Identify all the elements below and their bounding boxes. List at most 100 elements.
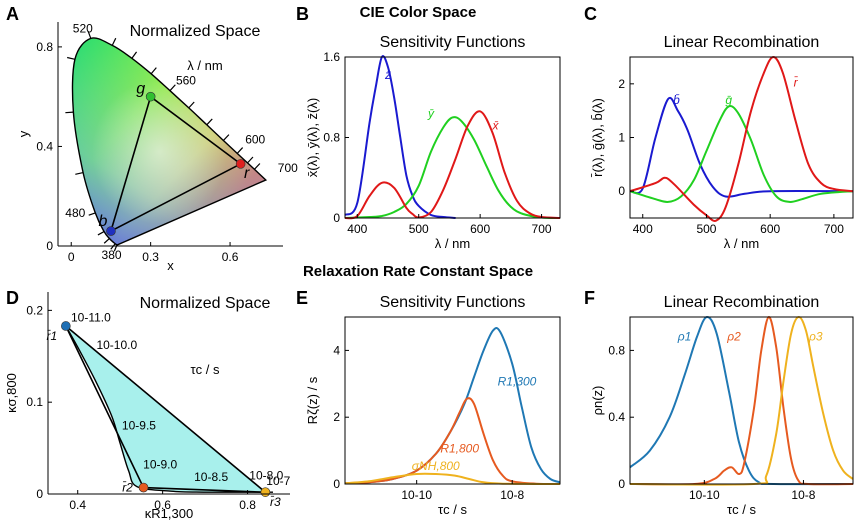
panel-b-cie-sensitivity-chart: z̄ ȳ x̄ 400 500 600 700 0 0.8 1.6 λ / nm x̄(λ), ȳ(λ… <box>305 34 561 251</box>
tau-label: 10-8.0 <box>249 468 283 482</box>
panel-label-d: D <box>6 288 19 308</box>
panel-e-relaxation-sensitivity-chart: R1,300 R1,800 σNH,800 10-10 10-8 0 2 4 τc / s Rζ(… <box>305 294 561 517</box>
tau-label: 10-8.5 <box>194 470 228 484</box>
wavelength-label: 480 <box>65 206 85 220</box>
x-tick-label: 600 <box>470 222 490 236</box>
x-axis-label: λ / nm <box>724 236 759 251</box>
panel-c-cie-recombination-chart: b̄ ḡ r̄ 400 500 600 700 0 1 2 λ / nm r̄(λ), ḡ(λ), b… <box>590 34 854 251</box>
tau-label: 10-9.5 <box>122 419 156 433</box>
tau-label: 10-9.0 <box>143 457 177 471</box>
y-tick-label: 4 <box>333 343 340 357</box>
locus-tick <box>169 84 176 92</box>
series-line-1 <box>629 315 854 486</box>
plot-frame <box>629 316 854 485</box>
series-label: z̄ <box>384 68 391 82</box>
y-tick-label: 0 <box>618 184 625 198</box>
panel-a-chromaticity-chart: r g b 380 480 520 560 600 700 λ / nm Normalized Sp… <box>16 21 298 273</box>
series-label: ρ2 <box>726 329 741 343</box>
series-line-0 <box>344 55 456 219</box>
chart-title: Normalized Space <box>130 23 261 40</box>
wavelength-label: 700 <box>278 161 298 175</box>
x-tick-label: 700 <box>532 222 552 236</box>
y-tick-label: 2 <box>333 410 340 424</box>
x-tick-label: 0 <box>68 250 75 264</box>
chart-title: Linear Recombination <box>664 34 820 51</box>
x-tick-label: 10-10 <box>401 488 432 502</box>
panel-f-relaxation-recombination-chart: ρ1 ρ2 ρ3 10-10 10-8 0 0.4 0.8 τc / s ρn(z) Linear … <box>590 294 854 517</box>
y-tick-label: 0 <box>333 211 340 225</box>
series-label: ȳ <box>427 106 435 120</box>
y-axis-label: κσ,800 <box>4 373 19 413</box>
locus-tick <box>150 67 157 75</box>
locus-tick <box>87 30 92 39</box>
series-label: R1,800 <box>440 441 479 455</box>
locus-tick <box>97 231 105 236</box>
locus-unit-label: λ / nm <box>187 58 222 73</box>
y-tick-label: 0.2 <box>26 303 43 317</box>
x-axis-label: τc / s <box>438 502 467 517</box>
wavelength-label: 560 <box>176 74 196 88</box>
series-label: x̄ <box>492 118 500 132</box>
locus-tick <box>247 156 254 164</box>
locus-tick <box>65 111 74 114</box>
x-tick-label: 400 <box>347 222 367 236</box>
y-axis-label: x̄(λ), ȳ(λ), z̄(λ) <box>305 98 320 177</box>
plot-frame <box>344 316 561 485</box>
tau-label: 10-7 <box>266 474 290 488</box>
y-tick-label: 0.8 <box>36 40 53 54</box>
primary-label: r̄2 <box>122 481 133 495</box>
y-tick-label: 0.4 <box>608 410 625 424</box>
y-tick-label: 0 <box>36 487 43 501</box>
y-axis-label: ρn(z) <box>590 386 605 416</box>
y-tick-label: 1 <box>618 131 625 145</box>
x-tick-label: 400 <box>633 222 653 236</box>
primary-label: r <box>244 165 250 182</box>
primary-label: r̄3 <box>270 495 281 509</box>
series-label: r̄ <box>794 75 799 89</box>
series-label: ḡ <box>725 93 732 107</box>
primary-dot <box>61 321 71 331</box>
tau-label: 10-10.0 <box>96 338 137 352</box>
panel-label-f: F <box>584 288 595 308</box>
locus-unit-label: τc / s <box>191 362 220 377</box>
wavelength-label: 600 <box>245 132 265 146</box>
x-tick-label: 0.6 <box>222 250 239 264</box>
series-line-1 <box>629 105 854 203</box>
locus-tick <box>223 134 230 141</box>
y-tick-label: 0.8 <box>608 343 625 357</box>
series-line-1 <box>344 116 561 219</box>
locus-tick <box>188 101 195 109</box>
series-line-2 <box>629 55 854 222</box>
y-tick-label: 1.6 <box>323 50 340 64</box>
panel-label-b: B <box>296 4 309 24</box>
relaxation-locus <box>65 325 273 493</box>
primary-dot-r <box>235 159 246 169</box>
x-axis-label: λ / nm <box>435 236 470 251</box>
locus-tick <box>253 163 261 170</box>
series-label: ρ1 <box>677 329 692 343</box>
y-tick-label: 0.8 <box>323 131 340 145</box>
chart-title: Sensitivity Functions <box>380 294 526 311</box>
y-tick-label: 0.1 <box>26 395 43 409</box>
series-label: σNH,800 <box>412 459 460 473</box>
primary-dot-b <box>106 226 116 236</box>
x-tick-label: 10-10 <box>689 488 720 502</box>
chart-title: Sensitivity Functions <box>380 34 526 51</box>
y-tick-label: 2 <box>618 77 625 91</box>
x-axis-label: κR1,300 <box>145 506 193 521</box>
x-tick-label: 10-8 <box>791 488 815 502</box>
x-tick-label: 0.3 <box>142 250 159 264</box>
y-tick-label: 0 <box>46 239 53 253</box>
locus-tick <box>236 147 244 154</box>
locus-tick <box>103 238 110 244</box>
gamut-triangle <box>65 325 268 494</box>
x-tick-label: 600 <box>760 222 780 236</box>
gamut-fill <box>65 325 273 493</box>
panel-label-e: E <box>296 288 308 308</box>
tau-label: 10-11.0 <box>71 310 111 324</box>
locus-tick <box>206 118 213 126</box>
y-tick-label: 0.4 <box>36 139 53 153</box>
series-label: ρ3 <box>808 329 823 343</box>
gamut-triangle <box>109 95 243 233</box>
